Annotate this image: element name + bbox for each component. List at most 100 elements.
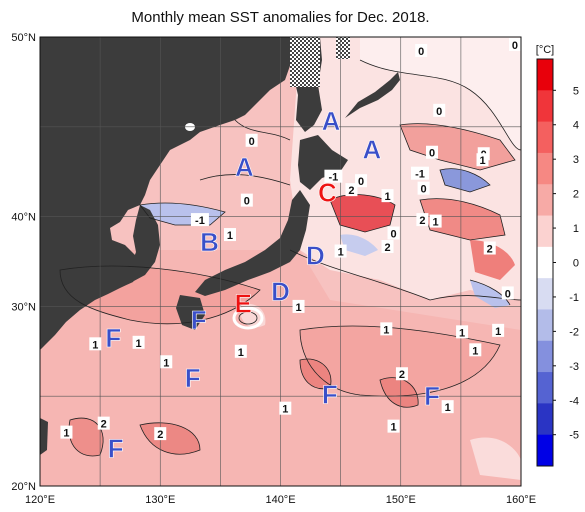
colorbar-swatch: [537, 121, 553, 154]
land: [40, 37, 400, 455]
contour-label: 0: [505, 288, 511, 300]
x-axis: 120°E 130°E 140°E 150°E 160°E: [25, 494, 536, 506]
contour-label: 1: [227, 230, 233, 242]
contour-label: -1: [195, 215, 205, 227]
colorbar-swatch: [537, 59, 553, 91]
contour-label: 2: [399, 369, 405, 381]
region-label-a: A: [322, 106, 341, 136]
contour-label-bg: [492, 323, 505, 337]
sea-ice-okhotsk-2: [336, 37, 350, 59]
region-label-b: B: [200, 227, 219, 257]
contour-label-bg: [234, 344, 247, 358]
contour-label-bg: [89, 337, 102, 351]
map-title: Monthly mean SST anomalies for Dec. 2018…: [131, 9, 430, 26]
colorbar-swatch: [537, 90, 553, 123]
contour-label-bg: [429, 214, 442, 228]
contour-label-bg: [60, 425, 73, 439]
contour-label-bg: [501, 286, 514, 300]
contour-label-bg: [355, 174, 368, 188]
contour-label: 1: [445, 402, 451, 414]
contour-label: 2: [487, 244, 493, 256]
contour-label-bg: [190, 213, 209, 227]
contour-label: 1: [238, 347, 244, 359]
contour-label-bg: [240, 193, 253, 207]
land-mainland-asia: [40, 37, 292, 350]
contour-label-bg: [380, 322, 393, 336]
region-label-f: F: [108, 434, 124, 464]
colorbar-swatch: [537, 184, 553, 217]
contour-label: 2: [419, 215, 425, 227]
contour-label: 2: [384, 242, 390, 254]
contour-label-bg: [508, 37, 521, 51]
map-frame: [39, 36, 522, 487]
contour-label-bg: [469, 343, 482, 357]
colorbar-label: -5: [569, 430, 579, 442]
region-label-a: A: [235, 152, 254, 182]
contour-label-bg: [245, 133, 258, 147]
contour-label: -1: [329, 172, 339, 184]
y-axis: 50°N 40°N 30°N 20°N: [11, 32, 36, 493]
x-tick-label: 160°E: [506, 494, 536, 506]
contour-label: 1: [433, 217, 439, 229]
contour-label-bg: [345, 183, 358, 197]
region-label-d: D: [271, 276, 290, 306]
colorbar-label: 1: [573, 223, 579, 235]
region-label-f: F: [105, 323, 121, 353]
colorbar-label: -4: [569, 395, 579, 407]
contour-label-bg: [415, 43, 428, 57]
contour-label-bg: [154, 427, 167, 441]
region-label-e: E: [235, 288, 252, 318]
contour-label-bg: [279, 401, 292, 415]
contour-label: 1: [163, 357, 169, 369]
colorbar-unit: [°C]: [536, 44, 554, 56]
colorbar: [°C] 5 4 3 2 1 0 -1 -2 -3 -4 -5: [536, 44, 579, 467]
colorbar-label: 3: [573, 154, 579, 166]
cool-patch-2: [470, 280, 510, 308]
contour-label-bg: [334, 244, 347, 258]
contour-label: 2: [157, 429, 163, 441]
contour-label-bg: [381, 240, 394, 254]
x-tick-label: 120°E: [25, 494, 55, 506]
region-label-f: F: [424, 381, 440, 411]
contour-label: 2: [348, 185, 354, 197]
cool-patch-1: [440, 168, 490, 192]
contour-label-bg: [416, 213, 429, 227]
contour-label-bg: [417, 181, 430, 195]
colorbar-label: 2: [573, 189, 579, 201]
contour-label-bg: [483, 241, 496, 255]
contour-label-bg: [441, 400, 454, 414]
region-label-f: F: [322, 380, 338, 410]
contour-label: 0: [418, 46, 424, 58]
colorbar-label: -1: [569, 292, 579, 304]
contour-label-bg: [456, 325, 469, 339]
contour-label: 0: [512, 40, 518, 52]
contour-label: 0: [244, 196, 250, 208]
contour-label-bg: [387, 419, 400, 433]
contour-label: 0: [421, 184, 427, 196]
contour-label-bg: [381, 189, 394, 203]
contour-label: 1: [63, 428, 69, 440]
land-taiwan: [40, 418, 48, 455]
sea-ice-okhotsk: [290, 37, 320, 87]
contour-label: 0: [249, 136, 255, 148]
colorbar-swatch: [537, 340, 553, 373]
contour-label-bg: [476, 153, 489, 167]
x-tick-label: 130°E: [145, 494, 175, 506]
colorbar-label: -3: [569, 361, 579, 373]
graticule: [40, 37, 521, 486]
contour-label: 1: [459, 327, 465, 339]
region-label-c: C: [318, 178, 337, 208]
y-tick-label: 30°N: [11, 301, 36, 313]
colorbar-label: 5: [573, 85, 579, 97]
contour-label: 1: [384, 191, 390, 203]
contour-label: 0: [429, 148, 435, 160]
contour-label: 1: [495, 326, 501, 338]
x-tick-label: 150°E: [386, 494, 416, 506]
region-label-a: A: [362, 134, 381, 164]
colorbar-swatch: [537, 246, 553, 279]
y-tick-label: 40°N: [11, 212, 36, 224]
contour-label: 1: [390, 422, 396, 434]
contour-label-bg: [387, 226, 400, 240]
region-label-d: D: [306, 241, 325, 271]
